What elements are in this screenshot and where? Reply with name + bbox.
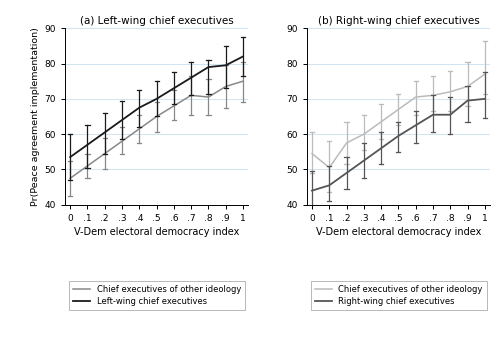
Legend: Chief executives of other ideology, Right-wing chief executives: Chief executives of other ideology, Righ…: [311, 281, 487, 310]
X-axis label: V-Dem electoral democracy index: V-Dem electoral democracy index: [316, 227, 481, 237]
Y-axis label: Pr(Peace agreement implementation): Pr(Peace agreement implementation): [32, 27, 40, 206]
X-axis label: V-Dem electoral democracy index: V-Dem electoral democracy index: [74, 227, 239, 237]
Legend: Chief executives of other ideology, Left-wing chief executives: Chief executives of other ideology, Left…: [69, 281, 245, 310]
Title: (a) Left-wing chief executives: (a) Left-wing chief executives: [80, 16, 234, 26]
Title: (b) Right-wing chief executives: (b) Right-wing chief executives: [318, 16, 480, 26]
